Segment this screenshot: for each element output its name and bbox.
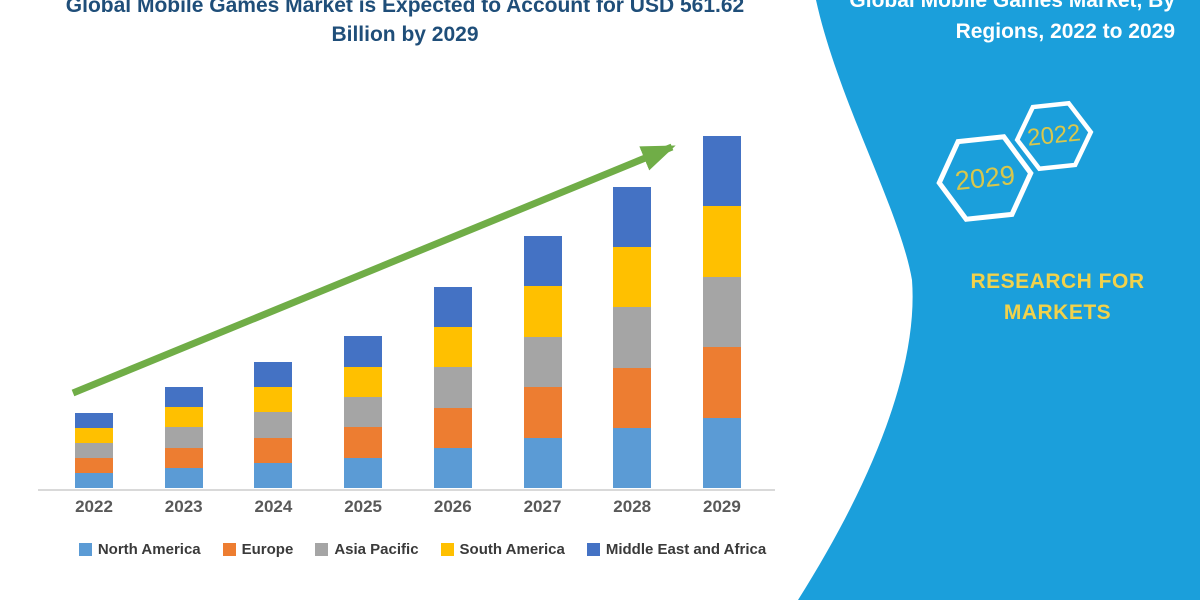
bar-segment-middle-east-and-africa <box>344 336 383 367</box>
x-axis-label-2025: 2025 <box>344 497 383 516</box>
bar-segment-south-america <box>613 247 652 308</box>
legend-marker-north-america <box>78 543 92 556</box>
hexagon-2022: 2022 <box>1013 99 1095 173</box>
legend-item-middle-east-and-africa: Middle East and Africa <box>586 541 767 558</box>
bar-segment-europe <box>254 437 293 463</box>
bar-segment-middle-east-and-africa <box>75 413 113 428</box>
x-axis-line <box>38 489 775 491</box>
legend-marker-asia-pacific <box>315 543 329 556</box>
bar-segment-north-america <box>702 417 741 488</box>
bar-segment-asia-pacific <box>613 307 652 368</box>
bar-segment-europe <box>75 458 113 473</box>
bar-segment-europe <box>613 367 652 428</box>
bar-segment-asia-pacific <box>254 412 293 438</box>
x-axis-labels: 2022 2023 2024 2025 2026 2027 2028 2029 <box>45 497 800 517</box>
bar-segment-asia-pacific <box>523 336 562 388</box>
bar-column-2028 <box>613 186 652 488</box>
hexagon-2022-label: 2022 <box>1025 119 1082 152</box>
wave-shape <box>798 0 1200 600</box>
bar-segment-asia-pacific <box>75 443 113 458</box>
hexagon-outline-icon <box>936 134 1034 222</box>
legend-item-north-america: North America <box>78 541 201 558</box>
bar-segment-south-america <box>254 387 293 413</box>
legend-item-europe: Europe <box>222 541 294 558</box>
bar-segment-south-america <box>433 327 472 368</box>
bar-segment-north-america <box>433 447 472 488</box>
legend-label-south-america: South America <box>459 541 565 558</box>
bar-segment-middle-east-and-africa <box>433 287 472 328</box>
hexagon-outline-icon <box>1014 100 1094 172</box>
bar-segment-middle-east-and-africa <box>254 362 293 388</box>
x-axis-label-2023: 2023 <box>164 497 203 516</box>
legend-label-middle-east-and-africa: Middle East and Africa <box>605 541 767 558</box>
bar-segment-middle-east-and-africa <box>702 136 741 207</box>
chart-title: Global Mobile Games Market is Expected t… <box>65 0 745 46</box>
x-axis-label-2028: 2028 <box>613 497 652 516</box>
bar-segment-south-america <box>702 206 741 277</box>
legend-marker-europe <box>222 543 236 556</box>
bar-segment-europe <box>433 407 472 448</box>
bar-segment-europe <box>344 427 383 458</box>
x-axis-label-2022: 2022 <box>75 497 113 516</box>
bar-column-2023 <box>164 387 203 488</box>
bar-segment-asia-pacific <box>433 367 472 408</box>
chart-legend: North America Europe Asia Pacific South Ame… <box>45 541 800 558</box>
x-axis-label-2024: 2024 <box>254 497 293 516</box>
bar-segment-north-america <box>254 462 293 488</box>
hexagon-2029: 2029 <box>934 132 1036 223</box>
bar-segment-north-america <box>344 457 383 488</box>
legend-marker-south-america <box>440 543 454 556</box>
bar-segment-north-america <box>75 473 113 488</box>
x-axis-label-2026: 2026 <box>433 497 472 516</box>
legend-item-asia-pacific: Asia Pacific <box>315 541 419 558</box>
bar-segment-north-america <box>164 467 203 488</box>
bar-segment-asia-pacific <box>702 276 741 348</box>
bar-segment-south-america <box>344 366 383 397</box>
brand-name: RESEARCH FOR MARKETS <box>970 270 1145 324</box>
bar-segment-middle-east-and-africa <box>164 387 203 408</box>
bar-column-2022 <box>75 413 113 488</box>
bar-segment-south-america <box>523 286 562 337</box>
legend-label-asia-pacific: Asia Pacific <box>334 541 419 558</box>
bar-column-2029 <box>702 136 741 488</box>
stacked-bar-plot <box>45 136 800 488</box>
bar-segment-north-america <box>613 427 652 488</box>
legend-item-south-america: South America <box>440 541 565 558</box>
bar-segment-asia-pacific <box>344 396 383 428</box>
bar-column-2026 <box>433 287 472 488</box>
x-axis-label-2029: 2029 <box>703 497 741 516</box>
x-axis-label-2027: 2027 <box>523 497 562 516</box>
bar-segment-europe <box>702 347 741 418</box>
bar-segment-europe <box>523 387 562 438</box>
bar-segment-south-america <box>164 407 203 428</box>
bar-segment-asia-pacific <box>164 427 203 448</box>
bar-column-2027 <box>523 236 562 488</box>
legend-label-europe: Europe <box>241 541 294 558</box>
bar-segment-north-america <box>523 437 562 488</box>
bar-segment-middle-east-and-africa <box>523 236 562 287</box>
legend-marker-middle-east-and-africa <box>586 543 600 556</box>
legend-label-north-america: North America <box>97 541 201 558</box>
bar-segment-south-america <box>75 428 113 443</box>
bar-segment-europe <box>164 447 203 468</box>
bar-segment-middle-east-and-africa <box>613 186 652 248</box>
bar-column-2024 <box>254 362 293 488</box>
bar-column-2025 <box>344 336 383 488</box>
side-panel-title: Global Mobile Games Market, By Regions, … <box>849 0 1175 43</box>
